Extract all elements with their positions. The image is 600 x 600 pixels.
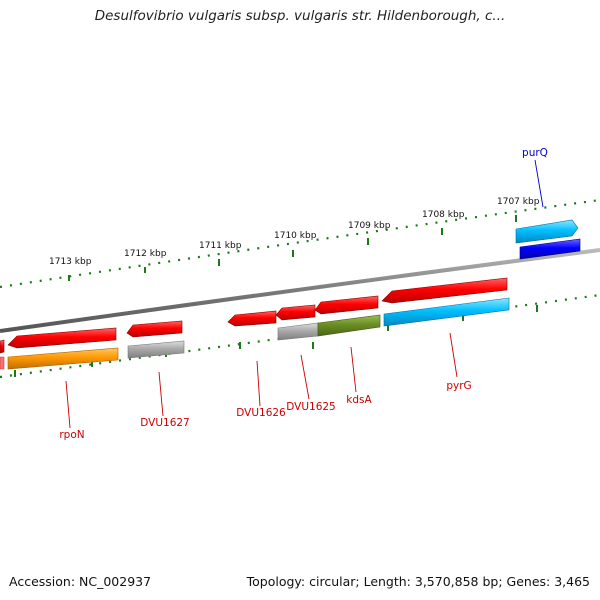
ruler-inner-ticks bbox=[14, 305, 538, 377]
cog-box-dvu1625 bbox=[277, 322, 319, 341]
ruler-label-1709: 1709 kbp bbox=[348, 221, 391, 231]
ruler-label-1712: 1712 kbp bbox=[124, 249, 167, 259]
ruler-label-1707: 1707 kbp bbox=[497, 197, 540, 207]
cog-box-left-partial bbox=[0, 356, 5, 370]
gene-label-dvu1625[interactable]: DVU1625 bbox=[286, 401, 336, 413]
leader-purQ bbox=[534, 159, 544, 208]
ruler-outer-dots bbox=[0, 198, 600, 289]
gene-arrow-pyrG[interactable] bbox=[381, 277, 508, 304]
cog-box-kdsA bbox=[317, 314, 381, 337]
leader-rpoN bbox=[65, 380, 71, 429]
accession-text: Accession: NC_002937 bbox=[9, 574, 152, 589]
gene-label-rpoN[interactable]: rpoN bbox=[59, 429, 84, 441]
ruler-label-1708: 1708 kbp bbox=[422, 210, 465, 220]
ruler-label-1710: 1710 kbp bbox=[274, 231, 317, 241]
gene-arrow-purQ[interactable] bbox=[515, 219, 579, 244]
topology-text: Topology: circular; Length: 3,570,858 bp… bbox=[246, 574, 590, 589]
cog-box-pyrG bbox=[383, 297, 510, 327]
gene-label-kdsA[interactable]: kdsA bbox=[346, 394, 372, 406]
gene-label-purQ[interactable]: purQ bbox=[522, 147, 548, 159]
cog-box-purQ bbox=[519, 238, 581, 260]
gene-label-dvu1626[interactable]: DVU1626 bbox=[236, 407, 286, 419]
leader-dvu1626 bbox=[256, 360, 261, 407]
gene-arrow-kdsA[interactable] bbox=[314, 295, 379, 315]
map-title: Desulfovibrio vulgaris subsp. vulgaris s… bbox=[94, 8, 506, 24]
gene-arrow-dvu1626[interactable] bbox=[227, 310, 277, 327]
gene-arrow-dvu1627[interactable] bbox=[126, 320, 183, 338]
gene-arrow-left-partial[interactable] bbox=[0, 339, 5, 354]
cog-box-dvu1627 bbox=[127, 340, 185, 359]
gene-label-dvu1627[interactable]: DVU1627 bbox=[140, 417, 190, 429]
leader-dvu1627 bbox=[158, 371, 164, 417]
ruler-label-1713: 1713 kbp bbox=[49, 257, 92, 267]
cog-box-rpoN bbox=[7, 347, 119, 370]
gene-label-pyrG[interactable]: pyrG bbox=[446, 380, 471, 392]
leader-dvu1625 bbox=[300, 354, 310, 400]
leader-kdsA bbox=[350, 346, 357, 393]
gene-arrow-dvu1625[interactable] bbox=[275, 304, 316, 321]
ruler-label-1711: 1711 kbp bbox=[199, 241, 242, 251]
gene-arrow-rpoN[interactable] bbox=[7, 327, 117, 349]
leader-pyrG bbox=[449, 332, 458, 378]
ruler-outer-ticks bbox=[68, 215, 517, 281]
genome-backbone bbox=[0, 248, 600, 333]
